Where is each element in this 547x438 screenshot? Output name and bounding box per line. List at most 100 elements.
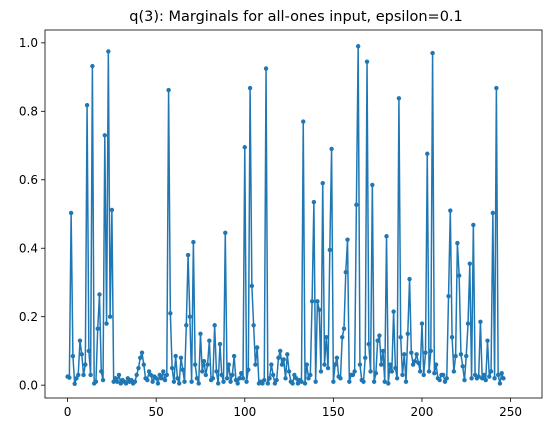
data-point <box>269 362 274 367</box>
chart-title: q(3): Marginals for all-ones input, epsi… <box>129 9 463 25</box>
data-point <box>194 376 200 381</box>
data-point <box>306 376 311 381</box>
data-point <box>350 372 356 378</box>
data-point <box>97 292 102 297</box>
data-point <box>253 362 258 367</box>
data-point <box>417 369 423 374</box>
data-point <box>185 252 191 258</box>
data-point <box>221 379 226 384</box>
data-point <box>451 369 457 374</box>
data-point <box>302 381 308 386</box>
y-tick-label: 0.4 <box>19 242 38 256</box>
data-point <box>343 270 348 275</box>
data-point <box>263 66 269 71</box>
data-point <box>396 96 402 101</box>
data-point <box>136 365 141 371</box>
plot-area <box>65 44 506 386</box>
data-point <box>301 119 306 124</box>
data-point <box>311 199 317 205</box>
data-point <box>74 376 79 381</box>
data-point <box>228 379 233 384</box>
data-point <box>325 365 331 371</box>
data-point <box>178 355 184 360</box>
data-point <box>162 377 168 383</box>
data-point <box>254 345 260 350</box>
data-point <box>347 379 352 384</box>
data-point <box>464 353 469 359</box>
data-point <box>175 376 180 381</box>
data-point <box>499 370 504 376</box>
data-point <box>366 341 371 347</box>
data-point <box>132 379 138 384</box>
data-point <box>276 355 281 360</box>
data-point <box>134 372 139 378</box>
data-point <box>460 364 465 369</box>
data-point <box>341 326 347 331</box>
data-point <box>299 379 304 384</box>
data-point <box>345 237 350 242</box>
data-point <box>425 151 430 156</box>
data-point <box>106 49 111 54</box>
data-point <box>364 59 370 64</box>
data-point <box>324 335 329 340</box>
data-point <box>483 377 488 383</box>
data-point <box>210 376 216 381</box>
data-point <box>318 369 324 374</box>
x-tick-label: 100 <box>233 405 256 419</box>
data-point <box>375 338 380 343</box>
data-point <box>223 230 228 236</box>
data-point <box>426 369 432 374</box>
data-point <box>409 350 414 355</box>
data-point <box>402 352 407 357</box>
data-point <box>189 379 194 384</box>
data-point <box>467 261 472 266</box>
data-point <box>308 372 313 378</box>
data-point <box>361 379 366 384</box>
data-point <box>116 372 122 378</box>
data-point <box>113 376 118 381</box>
data-point <box>355 44 361 49</box>
data-point <box>224 376 230 381</box>
data-point <box>410 362 416 367</box>
data-point <box>231 353 237 359</box>
data-point <box>373 370 379 376</box>
data-point <box>377 333 382 338</box>
data-point <box>138 355 143 360</box>
data-point <box>95 326 100 331</box>
data-point <box>497 381 503 386</box>
data-point <box>368 369 373 374</box>
data-point <box>219 372 224 378</box>
data-point <box>283 376 288 381</box>
data-point <box>316 307 322 313</box>
data-point <box>214 369 219 374</box>
x-tick-label: 150 <box>322 405 345 419</box>
data-point <box>453 353 458 359</box>
data-point <box>118 381 123 386</box>
data-point <box>99 369 104 374</box>
data-point <box>107 314 113 319</box>
data-point <box>462 377 467 383</box>
data-point <box>84 102 90 108</box>
data-point <box>476 374 481 379</box>
data-point <box>456 273 462 278</box>
data-point <box>196 381 201 386</box>
data-point <box>384 234 389 239</box>
data-point <box>102 133 108 138</box>
data-point <box>290 381 295 386</box>
data-point <box>109 207 115 213</box>
data-point <box>386 381 391 386</box>
data-point <box>233 377 239 383</box>
data-point <box>354 202 359 207</box>
data-point <box>444 376 449 381</box>
x-tick-label: 50 <box>149 405 164 419</box>
data-point <box>488 369 494 374</box>
data-point <box>226 362 232 367</box>
data-point <box>286 369 292 374</box>
data-point <box>403 379 409 384</box>
data-point <box>68 210 74 216</box>
data-point <box>279 362 285 367</box>
data-point <box>155 381 161 386</box>
data-point <box>72 381 77 386</box>
data-point <box>123 381 129 386</box>
